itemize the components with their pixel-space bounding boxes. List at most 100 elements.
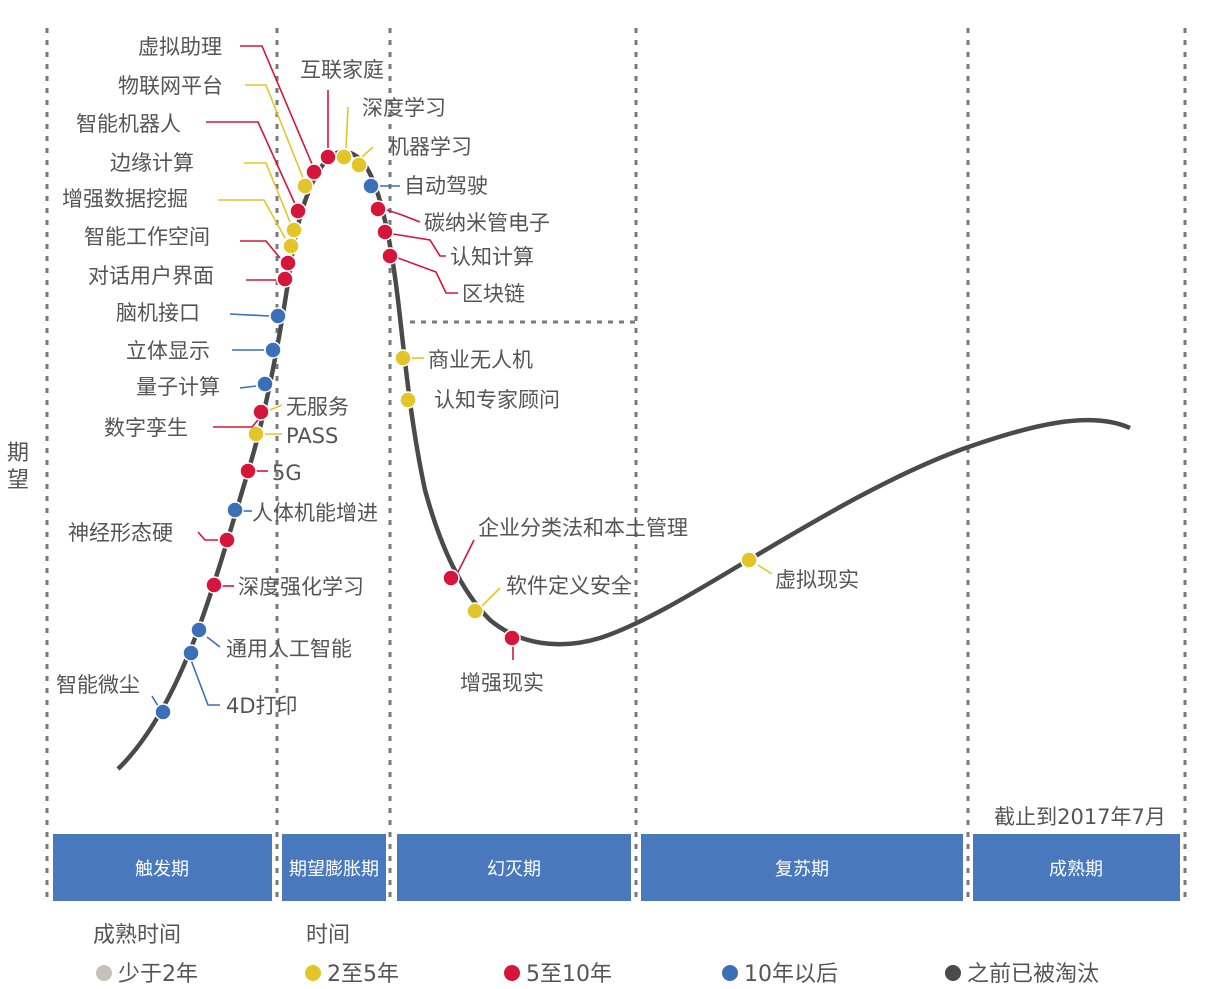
phase-bar-trigger <box>53 834 272 901</box>
leader-line <box>190 659 220 706</box>
technology-dot <box>289 202 307 220</box>
legend-label-gt10: 10年以后 <box>744 962 838 987</box>
technology-label: 增强现实 <box>460 671 544 695</box>
technology-dot <box>252 403 270 421</box>
technology-label: PASS <box>286 424 338 448</box>
technology-label: 区块链 <box>462 282 525 306</box>
technology-dot <box>466 602 484 620</box>
technology-label: 无服务 <box>286 395 349 419</box>
technology-dot <box>503 629 521 647</box>
technology-label: 认知计算 <box>450 245 534 269</box>
technology-marker: 认知专家顾问 <box>399 388 560 412</box>
technology-dot <box>282 237 300 255</box>
y-axis-label-2: 望 <box>7 468 29 493</box>
technology-label: 商业无人机 <box>428 348 533 372</box>
technology-markers: 智能微尘 4D打印 通用人工智能 深度强化学习 神经形态硬 人体机能增进 5G 无服务 PASS… <box>56 35 859 721</box>
technology-marker: 物联网平台 <box>118 74 314 195</box>
leader-line <box>457 539 475 573</box>
technology-dot <box>369 200 387 218</box>
technology-label: 虚拟现实 <box>775 568 859 592</box>
technology-label: 人体机能增进 <box>252 501 378 525</box>
legend-dot-lt2 <box>96 965 112 981</box>
technology-marker: 碳纳米管电子 <box>369 200 550 235</box>
technology-marker: 虚拟现实 <box>740 551 859 592</box>
phase-bar-slope <box>641 834 963 901</box>
technology-dot <box>276 270 294 288</box>
technology-marker: 数字孪生 <box>104 403 270 440</box>
leader-line <box>245 84 304 179</box>
technology-label: 4D打印 <box>226 694 298 718</box>
technology-marker: 4D打印 <box>182 644 298 718</box>
technology-label: 智能工作空间 <box>84 225 210 249</box>
phase-bars: 触发期 期望膨胀期 幻灭期 复苏期 成熟期 <box>53 834 1180 901</box>
legend-dot-obsolete <box>945 965 961 981</box>
technology-label: 立体显示 <box>126 339 210 363</box>
technology-label: 软件定义安全 <box>506 574 632 598</box>
phase-bar-plateau <box>973 834 1180 901</box>
technology-label: 增强数据挖掘 <box>62 187 188 211</box>
leader-line <box>397 257 458 294</box>
technology-label: 量子计算 <box>136 375 220 399</box>
technology-label: 脑机接口 <box>116 301 200 325</box>
technology-dot <box>154 703 172 721</box>
technology-marker: 通用人工智能 <box>190 621 352 661</box>
legend-label-5to10: 5至10年 <box>526 962 612 987</box>
technology-marker: 智能机器人 <box>76 112 307 220</box>
technology-marker: 增强现实 <box>460 629 544 695</box>
technology-dot <box>350 156 368 174</box>
technology-label: 互联家庭 <box>300 58 384 82</box>
technology-marker: 脑机接口 <box>116 301 287 325</box>
technology-marker: 增强数据挖掘 <box>62 187 300 255</box>
technology-marker: 企业分类法和本土管理 <box>442 516 688 587</box>
leader-line <box>151 695 159 707</box>
technology-label: 深度强化学习 <box>238 575 364 599</box>
technology-label: 自动驾驶 <box>404 174 488 198</box>
technology-marker: 互联家庭 <box>300 58 384 166</box>
technology-marker: 对话用户界面 <box>88 264 294 288</box>
y-axis-label-1: 期 <box>7 441 29 466</box>
technology-marker: 边缘计算 <box>110 151 303 239</box>
phase-separators <box>45 28 1187 900</box>
technology-dot <box>740 551 758 569</box>
technology-dot <box>190 621 208 639</box>
technology-label: 认知专家顾问 <box>434 388 560 412</box>
technology-label: 数字孪生 <box>104 416 188 440</box>
technology-label: 边缘计算 <box>110 151 194 175</box>
technology-dot <box>218 531 236 549</box>
technology-marker: 智能工作空间 <box>84 225 297 272</box>
legend-title-time: 时间 <box>306 923 350 948</box>
technology-marker: PASS <box>247 424 338 448</box>
technology-dot <box>296 177 314 195</box>
leader-line <box>392 233 446 257</box>
leader-line <box>345 106 349 149</box>
legend-dot-gt10 <box>722 965 738 981</box>
phase-label-slope: 复苏期 <box>775 859 829 880</box>
technology-marker: 区块链 <box>381 247 525 306</box>
technology-marker: 智能微尘 <box>56 673 172 721</box>
technology-marker: 商业无人机 <box>394 348 533 372</box>
technology-label: 物联网平台 <box>118 74 223 98</box>
leader-line <box>240 45 313 165</box>
technology-label: 对话用户界面 <box>88 264 214 288</box>
legend-label-2to5: 2至5年 <box>327 962 399 987</box>
phase-bar-peak <box>282 834 386 901</box>
technology-label: 5G <box>272 461 302 485</box>
technology-dot <box>226 501 244 519</box>
technology-dot <box>182 644 200 662</box>
technology-dot <box>256 375 274 393</box>
phase-label-peak: 期望膨胀期 <box>289 859 379 880</box>
technology-label: 智能微尘 <box>56 673 140 697</box>
technology-label: 智能机器人 <box>76 112 181 136</box>
legend-title-maturity: 成熟时间 <box>93 923 181 948</box>
technology-marker: 机器学习 <box>350 135 472 174</box>
technology-marker: 人体机能增进 <box>226 501 378 525</box>
technology-dot <box>381 247 399 265</box>
leader-line <box>213 419 259 428</box>
technology-marker: 虚拟助理 <box>138 35 323 181</box>
leader-line <box>197 531 218 541</box>
technology-label: 深度学习 <box>362 96 446 120</box>
legend-dot-2to5 <box>305 965 321 981</box>
technology-label: 机器学习 <box>388 135 472 159</box>
technology-marker: 软件定义安全 <box>466 574 632 620</box>
